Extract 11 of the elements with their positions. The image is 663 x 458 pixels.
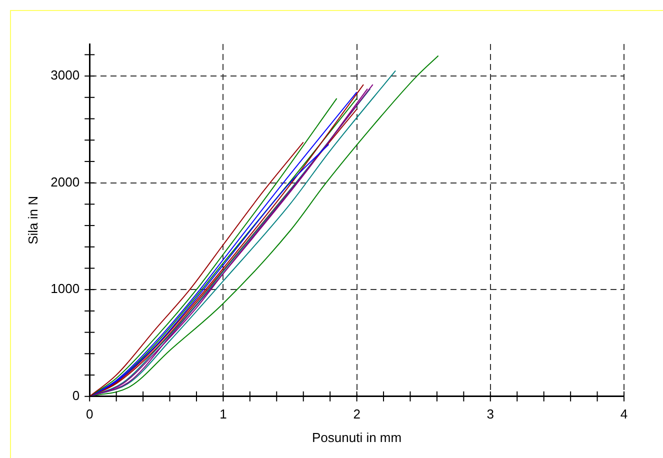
y-tick-label: 2000 [50,174,80,190]
x-tick-label: 2 [353,406,360,422]
x-tick-label: 1 [220,406,227,422]
y-tick-label: 0 [72,388,80,403]
x-tick-label: 0 [86,406,94,422]
x-tick-label: 3 [486,406,494,422]
y-axis-title: Sila in N [25,196,40,244]
y-tick-label: 3000 [50,68,80,83]
x-tick-label: 4 [620,406,628,422]
x-axis-title: Posunuti in mm [312,430,402,445]
y-tick-label: 1000 [50,281,80,296]
